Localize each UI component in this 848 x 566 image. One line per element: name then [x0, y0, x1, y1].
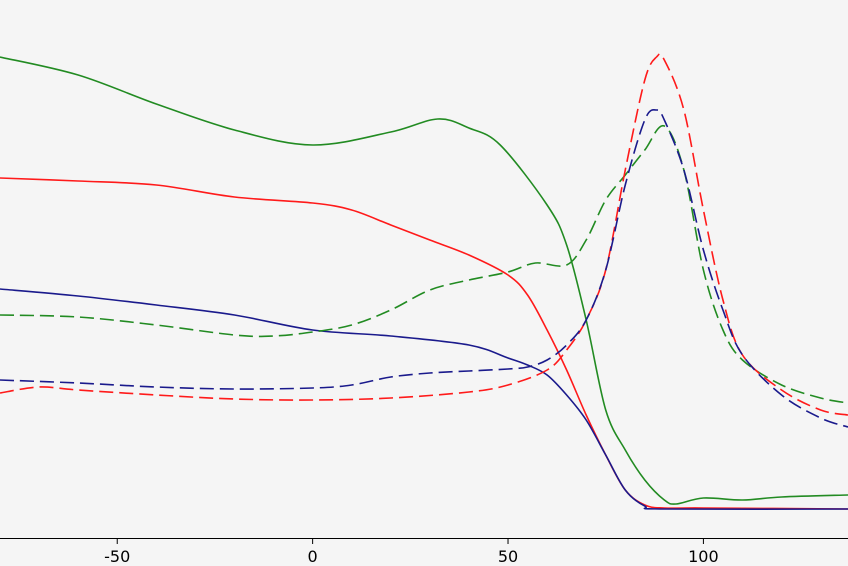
x-tick-label: 50 — [498, 547, 518, 566]
x-tick-label: 100 — [688, 547, 719, 566]
line-series — [0, 109, 848, 428]
line-series — [0, 124, 848, 404]
x-tick-label: 0 — [308, 547, 318, 566]
line-series — [0, 53, 848, 416]
line-series — [0, 177, 848, 510]
x-tick-label: -50 — [104, 547, 130, 566]
line-series — [0, 56, 848, 505]
line-series — [0, 288, 848, 511]
